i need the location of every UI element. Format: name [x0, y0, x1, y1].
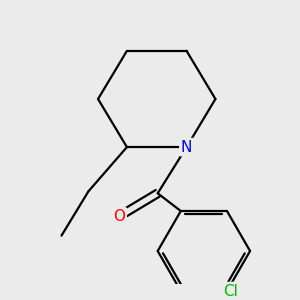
Text: Cl: Cl — [224, 284, 238, 298]
Text: N: N — [181, 140, 192, 154]
Text: O: O — [113, 209, 125, 224]
